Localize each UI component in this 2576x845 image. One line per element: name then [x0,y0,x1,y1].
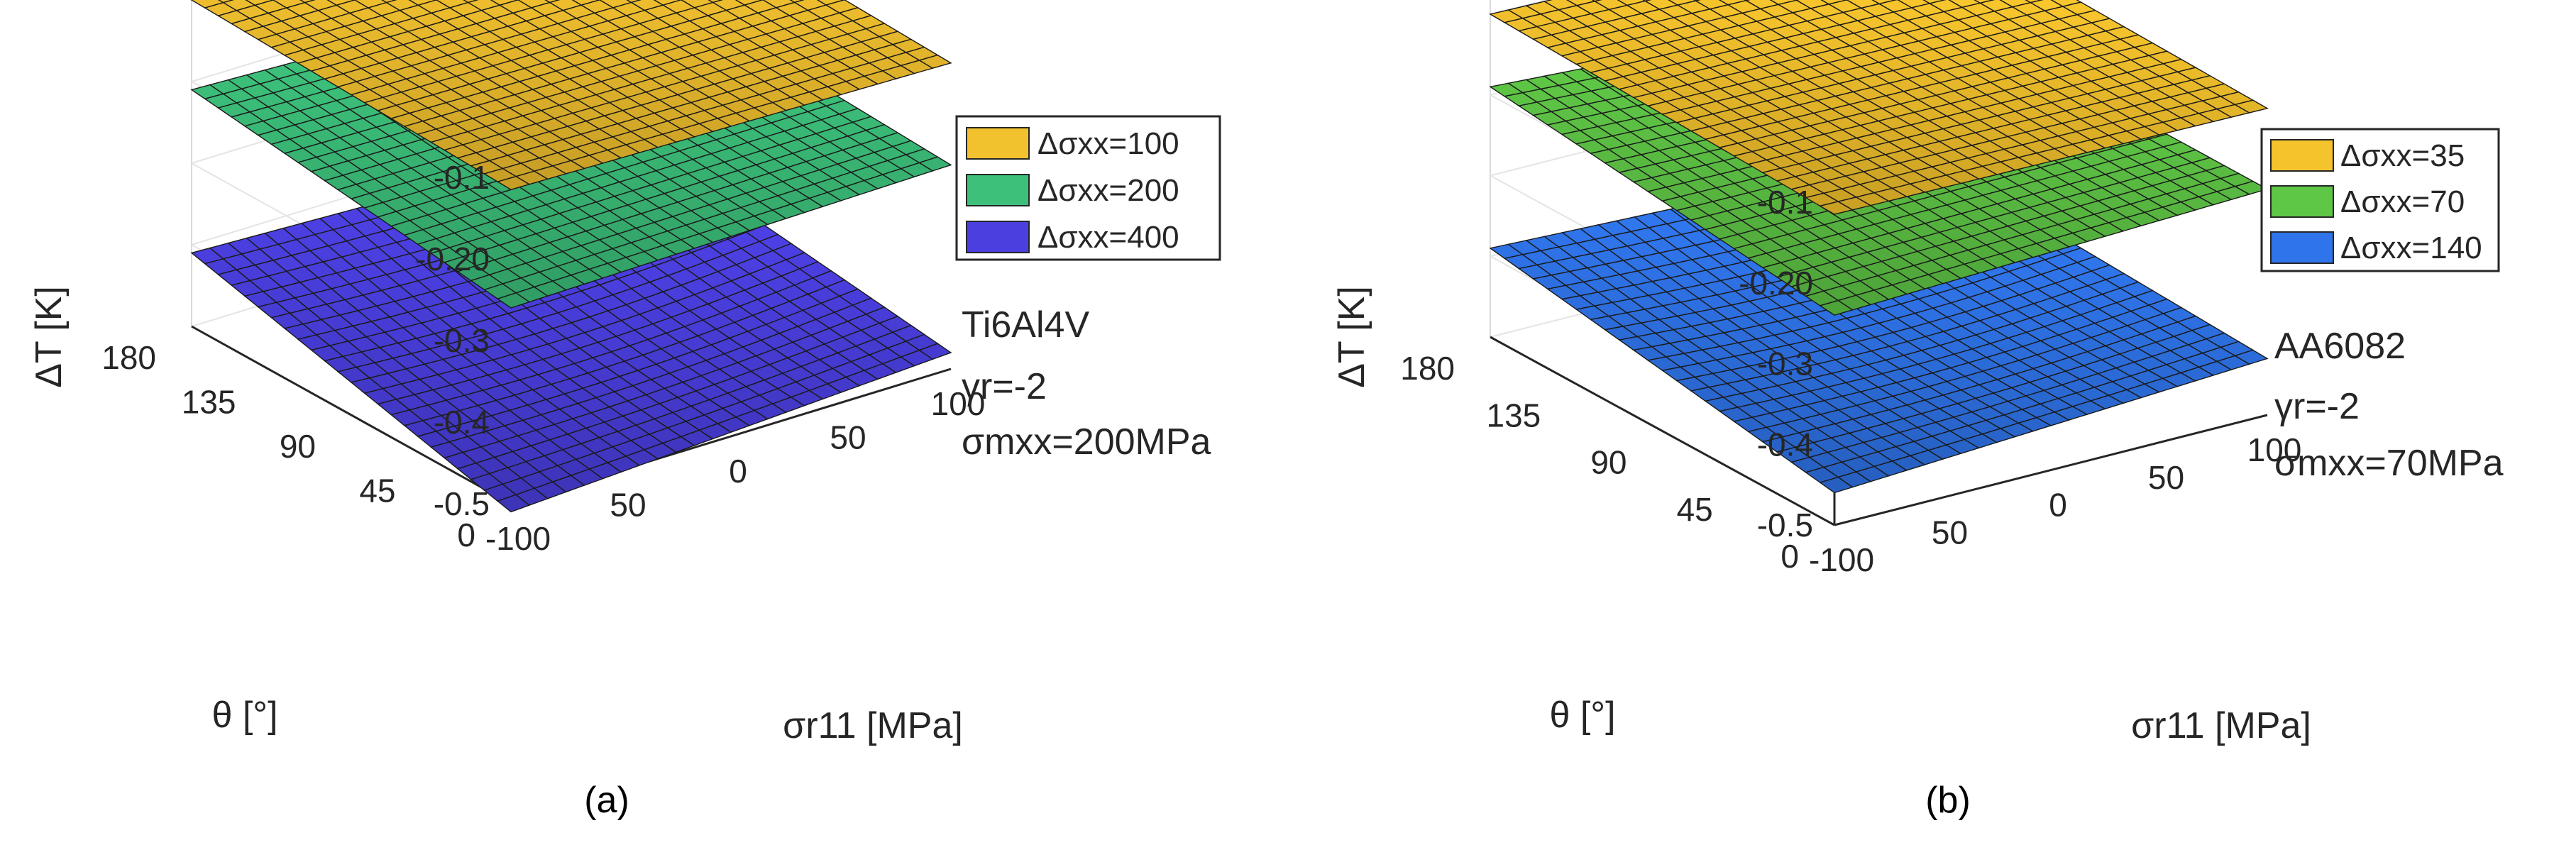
theta-tick-label: 0 [457,517,475,553]
x-axis-label: σr11 [MPa] [2131,705,2311,746]
legend-swatch [2270,185,2334,218]
theta-tick-label: 135 [182,384,236,421]
legend-label: Δσxx=140 [2340,231,2482,265]
theta-tick-label: 90 [1590,444,1626,481]
panel-a: -0.1-0.20-0.3-0.4-0.504590135180-1005005… [28,0,1221,821]
panel-caption: (a) [584,780,629,821]
material-annotation: AA6082 [2274,326,2406,367]
z-tick-label: -0.1 [434,159,490,196]
z-tick-label: -0.3 [434,322,490,359]
z-tick-label: -0.1 [1757,184,1813,221]
sigma-tick-label: 0 [2049,487,2067,524]
surfaces [190,0,952,513]
surfaces [1489,0,2269,494]
material-annotation: Ti6Al4V [962,304,1089,346]
mean-stress-annotation: σmxx=70MPa [2274,443,2504,484]
y-axis-label: θ [°] [1549,695,1615,736]
legend: Δσxx=35 Δσxx=70 Δσxx=140 [2260,128,2500,272]
gamma-annotation: γr=-2 [2274,386,2360,427]
tick-labels: -0.1-0.20-0.3-0.4-0.504590135180-1005005… [101,159,985,557]
surface-patch [496,292,531,309]
legend-label: Δσxx=200 [1037,173,1179,208]
x-axis-label: σr11 [MPa] [783,705,963,746]
z-tick-label: -0.5 [434,485,490,522]
z-tick-label: -0.5 [1757,507,1813,543]
legend-swatch [966,221,1030,253]
z-tick-label: -0.3 [1757,346,1813,382]
z-axis-label: ΔT [K] [1331,286,1372,388]
sigma-tick-label: -100 [1809,541,1874,578]
surface-patch [1819,299,1854,316]
sigma-tick-label: 50 [830,419,866,456]
z-tick-label: -0.20 [1739,265,1813,302]
theta-tick-label: 90 [280,428,316,465]
legend-label: Δσxx=35 [2340,138,2465,173]
sigma-tick-label: 50 [610,487,646,524]
z-axis-label: ΔT [K] [28,286,70,388]
y-axis-label: θ [°] [211,695,277,736]
sigma-tick-label: -100 [485,520,551,557]
theta-tick-label: 135 [1487,397,1541,433]
z-tick-label: -0.4 [1757,426,1813,463]
sigma-tick-label: 50 [2148,459,2184,496]
surface-patch [1818,201,1854,215]
theta-tick-label: 180 [1400,350,1455,387]
panel-b: -0.1-0.20-0.3-0.4-0.504590135180-1005005… [1331,0,2504,821]
legend-swatch [2270,139,2334,172]
legend-label: Δσxx=100 [1037,126,1179,161]
surface-1 [190,0,952,191]
legend: Δσxx=100 Δσxx=200 Δσxx=400 [955,115,1221,261]
tick-labels: -0.1-0.20-0.3-0.4-0.504590135180-1005005… [1400,184,2301,578]
legend-swatch [966,127,1030,160]
legend-swatch [2270,231,2334,264]
surface-patch [496,175,531,191]
z-tick-label: -0.4 [434,404,490,441]
theta-tick-label: 0 [1780,538,1799,575]
panel-caption: (b) [1925,780,1971,821]
gamma-annotation: γr=-2 [962,366,1047,407]
legend-swatch [966,174,1030,206]
legend-label: Δσxx=400 [1037,220,1179,255]
sigma-tick-label: 100 [931,385,986,422]
sigma-tick-label: 0 [729,453,747,490]
surface-patch [1819,476,1854,494]
z-tick-label: -0.20 [415,241,490,277]
theta-tick-label: 45 [359,473,395,509]
sigma-tick-label: 50 [1932,514,1968,551]
mean-stress-annotation: σmxx=200MPa [962,421,1211,463]
surface-1 [1489,0,2269,215]
theta-tick-label: 180 [101,339,156,376]
sigma-tick-label: 100 [2247,431,2302,468]
theta-tick-label: 45 [1677,491,1713,528]
surface-patch [496,494,531,513]
legend-label: Δσxx=70 [2340,184,2465,219]
